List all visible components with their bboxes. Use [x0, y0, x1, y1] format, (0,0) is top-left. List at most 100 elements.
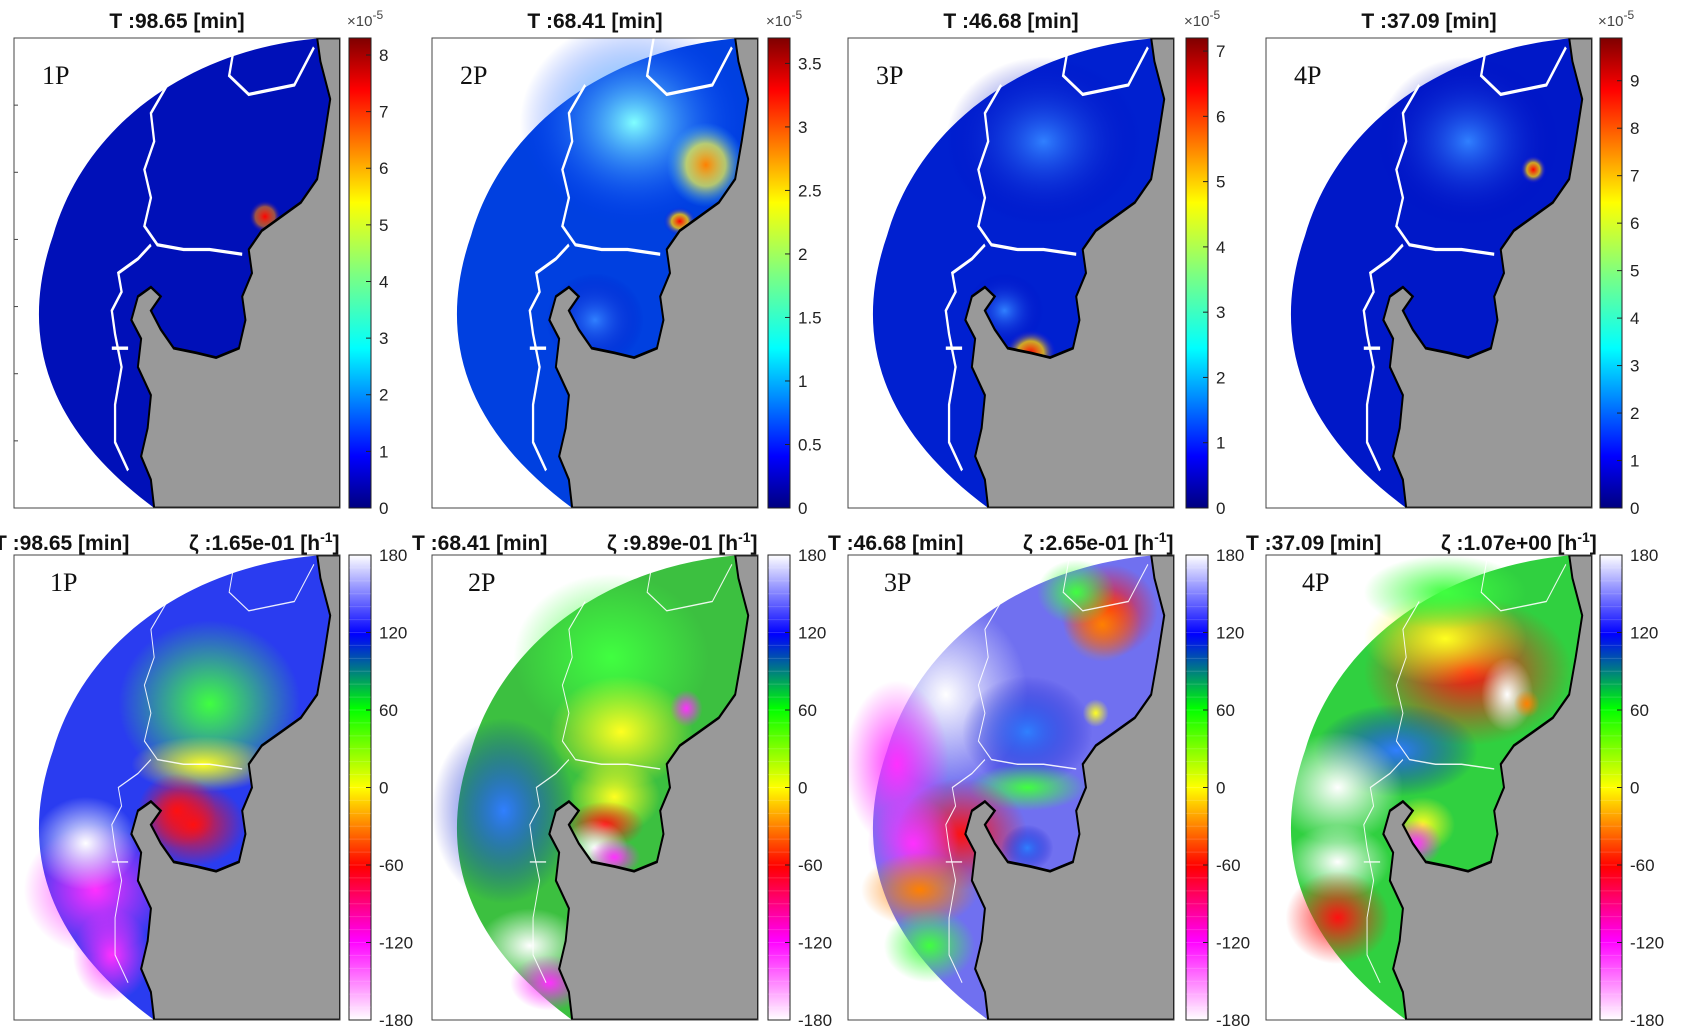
panel-label: 1P: [42, 61, 69, 90]
colorbar-tick-label: -60: [1630, 856, 1655, 875]
map-frame: [1265, 37, 1593, 509]
colorbar-tick-label: 1: [798, 372, 807, 391]
colorbar-tick-label: 60: [1216, 701, 1235, 720]
map-frame: [847, 554, 1175, 1021]
amplitude-map: [432, 38, 758, 508]
colorbar: 180 120 60 0 -60 -120 -180: [1185, 546, 1250, 1030]
zeta-label: ζ :1.07e+00 [h-1]: [1441, 529, 1597, 555]
colorbar-tick-label: 8: [1630, 119, 1639, 138]
colorbar-tick-label: 180: [798, 546, 826, 565]
colorbar-tick-label: -120: [1630, 934, 1664, 953]
phase-panel-2p: 2P T :68.41 [min] ζ :9.89e-01 [h-1] 180 120 6…: [412, 529, 832, 1030]
panel-title: T :98.65 [min]: [0, 532, 129, 555]
colorbar: 0 0.5 1 1.5 2 2.5 3 3.5 ×10-5: [766, 8, 822, 518]
map-frame: [847, 37, 1175, 509]
phase-map: [1266, 555, 1592, 1020]
colorbar-tick-label: 60: [379, 701, 398, 720]
amplitude-panel-3p: 3P T :46.68 [min] 0 1 2 3 4 5 6 7 ×10-5: [847, 8, 1225, 518]
colorbar-tick-label: 120: [1630, 624, 1658, 643]
phase-panel-1p: 1P T :98.65 [min] ζ :1.65e-01 [h-1] 180 120 6…: [0, 529, 413, 1030]
colorbar-tick-label: 60: [798, 701, 817, 720]
amplitude-panel-4p: 4P T :37.09 [min] 0 1 2 3 4 5 6 7 8 9 ×10-5: [1265, 8, 1639, 518]
colorbar-tick-label: 3.5: [798, 54, 822, 73]
zeta-label: ζ :2.65e-01 [h-1]: [1023, 529, 1174, 555]
colorbar-tick-label: 6: [1630, 214, 1639, 233]
panel-title: T :46.68 [min]: [943, 10, 1078, 33]
map-frame: [431, 554, 759, 1021]
amplitude-map: [14, 38, 340, 508]
colorbar-tick-label: 0.5: [798, 435, 822, 454]
colorbar-tick-label: 120: [379, 624, 407, 643]
colorbar-tick-label: 0: [1630, 779, 1639, 798]
zeta-label: ζ :9.89e-01 [h-1]: [607, 529, 758, 555]
map-frame: [1265, 554, 1593, 1021]
colorbar-tick-label: -180: [1216, 1011, 1250, 1030]
panel-label: 2P: [468, 568, 495, 597]
phase-map: [14, 555, 340, 1020]
colorbar-tick-label: 4: [1630, 309, 1639, 328]
amplitude-panel-1p: 1P T :98.65 [min] 0 1 2 3 4 5 6 7 8 ×10-5: [13, 8, 388, 518]
colorbar-exponent: ×10-5: [1598, 8, 1634, 30]
colorbar-tick-label: 4: [1216, 238, 1225, 257]
colorbar-tick-label: 180: [379, 546, 407, 565]
colorbar-tick-label: 6: [1216, 107, 1225, 126]
colorbar-tick-label: 5: [1216, 173, 1225, 192]
phase-panel-4p: 4P T :37.09 [min] ζ :1.07e+00 [h-1] 180 120 6…: [1246, 529, 1664, 1030]
zeta-label: ζ :1.65e-01 [h-1]: [189, 529, 340, 555]
colorbar-tick-label: 3: [1630, 357, 1639, 376]
colorbar: 180 120 60 0 -60 -120 -180: [348, 546, 413, 1030]
colorbar-tick-label: 8: [379, 46, 388, 65]
colorbar: 180 120 60 0 -60 -120 -180: [767, 546, 832, 1030]
colorbar-tick-label: -60: [798, 856, 823, 875]
colorbar-tick-label: -120: [798, 934, 832, 953]
colorbar-tick-label: 9: [1630, 72, 1639, 91]
colorbar-tick-label: 120: [1216, 624, 1244, 643]
colorbar-tick-label: 7: [379, 103, 388, 122]
colorbar-tick-label: 0: [798, 499, 807, 518]
colorbar-tick-label: 0: [798, 779, 807, 798]
colorbar: 0 1 2 3 4 5 6 7 8 ×10-5: [347, 8, 388, 518]
colorbar-tick-label: 7: [1216, 42, 1225, 61]
colorbar-tick-label: 60: [1630, 701, 1649, 720]
panel-label: 3P: [876, 61, 903, 90]
colorbar-tick-label: 2: [1630, 404, 1639, 423]
colorbar-tick-label: 2: [798, 245, 807, 264]
colorbar: 0 1 2 3 4 5 6 7 8 9 ×10-5: [1598, 8, 1639, 518]
colorbar-tick-label: 5: [379, 216, 388, 235]
colorbar-tick-label: 2.5: [798, 181, 822, 200]
colorbar: 180 120 60 0 -60 -120 -180: [1599, 546, 1664, 1030]
colorbar-tick-label: 180: [1216, 546, 1244, 565]
colorbar-tick-label: 1: [1216, 434, 1225, 453]
colorbar-tick-label: -60: [379, 856, 404, 875]
panel-label: 3P: [884, 568, 911, 597]
colorbar-tick-label: 1: [379, 442, 388, 461]
colorbar-tick-label: -180: [798, 1011, 832, 1030]
colorbar-tick-label: 3: [379, 329, 388, 348]
map-frame: [13, 554, 341, 1021]
colorbar-tick-label: 3: [798, 118, 807, 137]
colorbar-tick-label: 0: [379, 779, 388, 798]
panel-title: T :68.41 [min]: [412, 532, 547, 555]
panel-title: T :46.68 [min]: [828, 532, 963, 555]
panel-label: 4P: [1302, 568, 1329, 597]
colorbar-tick-label: 6: [379, 159, 388, 178]
colorbar-tick-label: 0: [1216, 779, 1225, 798]
colorbar-tick-label: 180: [1630, 546, 1658, 565]
colorbar-tick-label: 4: [379, 272, 388, 291]
colorbar-tick-label: -120: [379, 934, 413, 953]
colorbar-tick-label: 3: [1216, 303, 1225, 322]
colorbar-tick-label: 120: [798, 624, 826, 643]
phase-panel-3p: 3P T :46.68 [min] ζ :2.65e-01 [h-1] 180 120 6…: [828, 529, 1250, 1030]
map-frame: [13, 37, 341, 509]
colorbar-tick-label: 1.5: [798, 308, 822, 327]
colorbar-tick-label: 2: [1216, 368, 1225, 387]
colorbar-tick-label: -180: [1630, 1011, 1664, 1030]
colorbar-tick-label: -180: [379, 1011, 413, 1030]
colorbar-tick-label: 0: [379, 499, 388, 518]
panel-label: 4P: [1294, 61, 1321, 90]
panel-title: T :98.65 [min]: [109, 10, 244, 33]
colorbar-exponent: ×10-5: [766, 8, 802, 30]
colorbar-tick-label: -60: [1216, 856, 1241, 875]
colorbar-exponent: ×10-5: [347, 8, 383, 30]
